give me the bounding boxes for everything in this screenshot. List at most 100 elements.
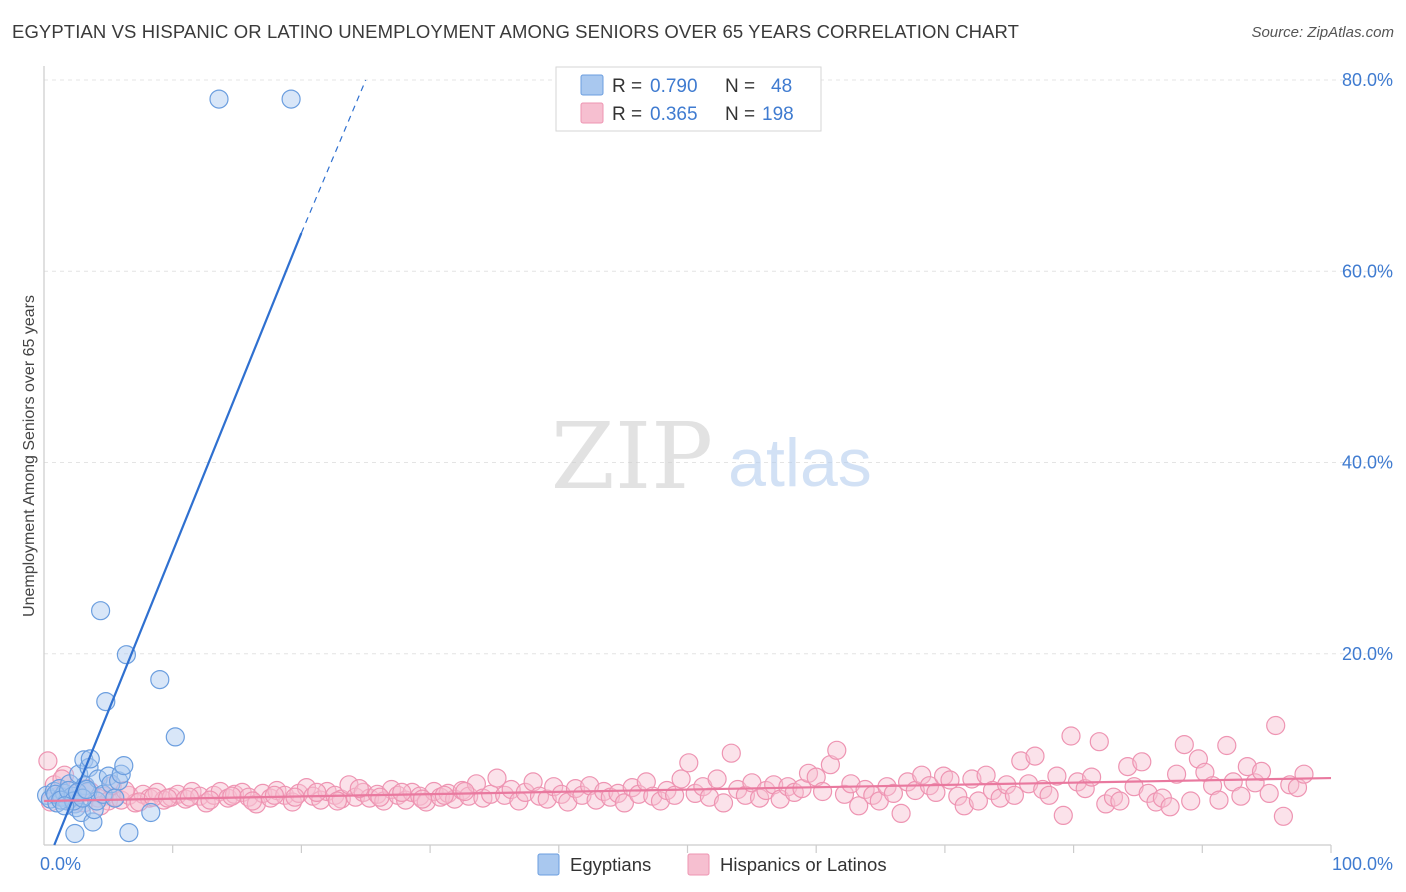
hispanic-point bbox=[412, 789, 432, 809]
legend-n-value-1: 48 bbox=[771, 76, 792, 97]
hispanic-point bbox=[827, 740, 847, 760]
hispanic-point bbox=[735, 785, 756, 805]
hispanic-point bbox=[1209, 790, 1229, 810]
hispanic-point bbox=[370, 787, 390, 807]
egyptians-trend-extension bbox=[300, 79, 367, 234]
hispanic-point bbox=[143, 787, 163, 807]
hispanic-point bbox=[1251, 761, 1272, 782]
hispanic-point bbox=[455, 781, 475, 802]
axes: 20.0% 40.0% 60.0% 80.0% 0.0% 100.0% bbox=[40, 66, 1393, 874]
hispanic-point bbox=[1280, 775, 1300, 795]
egyptian-point bbox=[209, 89, 229, 109]
egyptian-point bbox=[90, 601, 111, 621]
x-tick-label: 0.0% bbox=[40, 854, 81, 874]
hispanic-point bbox=[820, 755, 841, 775]
trend-lines bbox=[43, 79, 1332, 846]
egyptian-point bbox=[114, 755, 134, 776]
hispanic-point bbox=[501, 779, 521, 800]
hispanic-point bbox=[849, 796, 869, 816]
series-legend: Egyptians Hispanics or Latinos bbox=[537, 853, 887, 876]
hispanic-point bbox=[926, 782, 946, 803]
y-tick-label: 80.0% bbox=[1342, 70, 1393, 90]
hispanic-point bbox=[608, 783, 628, 804]
data-points bbox=[36, 89, 1314, 844]
hispanic-point bbox=[954, 796, 974, 816]
watermark: ZIP atlas bbox=[551, 403, 872, 510]
egyptian-point bbox=[119, 822, 139, 843]
hispanic-point bbox=[912, 765, 932, 785]
hispanic-point bbox=[948, 786, 968, 806]
hispanic-point bbox=[883, 783, 904, 804]
hispanic-point bbox=[764, 775, 784, 795]
legend-n-label-2: N = bbox=[725, 104, 755, 125]
hispanic-point bbox=[679, 753, 699, 773]
hispanic-point bbox=[1089, 732, 1109, 752]
legend-n-label-1: N = bbox=[725, 76, 755, 97]
hispanic-point bbox=[1118, 756, 1138, 777]
legend-swatch-hispanics bbox=[580, 102, 604, 124]
hispanic-point bbox=[1096, 794, 1116, 814]
stats-legend: R = 0.790 N = 48 R = 0.365 N = 198 bbox=[555, 66, 822, 132]
egyptian-point bbox=[105, 788, 125, 808]
hispanic-point bbox=[982, 780, 1003, 801]
hispanic-point bbox=[200, 790, 220, 810]
hispanic-point bbox=[707, 769, 727, 789]
hispanic-point bbox=[1132, 752, 1152, 772]
hispanic-point bbox=[537, 789, 557, 809]
chart-title: EGYPTIAN VS HISPANIC OR LATINO UNEMPLOYM… bbox=[12, 21, 1020, 42]
hispanic-point bbox=[1075, 778, 1095, 799]
hispanic-point bbox=[806, 767, 826, 787]
hispanic-point bbox=[721, 743, 741, 763]
hispanic-point bbox=[812, 781, 833, 802]
hispanic-point bbox=[1217, 735, 1237, 756]
legend-r-label-2: R = bbox=[612, 104, 642, 125]
watermark-zip: ZIP bbox=[551, 403, 713, 510]
hispanic-point bbox=[38, 751, 58, 771]
hispanic-point bbox=[940, 770, 960, 790]
hispanic-point bbox=[487, 768, 507, 788]
hispanic-point bbox=[1025, 746, 1045, 766]
hispanic-point bbox=[523, 772, 543, 792]
y-axis-label: Unemployment Among Seniors over 65 years bbox=[21, 295, 38, 617]
hispanic-point bbox=[1273, 806, 1294, 826]
hispanic-point bbox=[713, 793, 734, 813]
hispanic-point bbox=[1181, 791, 1201, 811]
hispanic-point bbox=[1004, 785, 1025, 805]
hispanic-point bbox=[1266, 715, 1286, 736]
y-tick-label: 40.0% bbox=[1342, 453, 1393, 473]
hispanic-point bbox=[1166, 764, 1187, 784]
egyptian-point bbox=[281, 89, 301, 109]
watermark-atlas: atlas bbox=[728, 425, 872, 501]
hispanic-point bbox=[307, 782, 327, 803]
hispanic-point bbox=[551, 784, 572, 804]
hispanic-point bbox=[1160, 797, 1180, 817]
hispanic-point bbox=[1259, 783, 1279, 804]
y-tick-label: 20.0% bbox=[1342, 644, 1393, 664]
hispanic-point bbox=[968, 791, 989, 811]
hispanic-point bbox=[671, 769, 691, 789]
hispanic-point bbox=[891, 803, 911, 824]
egyptians-trend-line bbox=[53, 232, 303, 846]
hispanic-point bbox=[1174, 734, 1194, 755]
hispanic-point bbox=[1053, 805, 1073, 826]
series-legend-swatch-hispanics bbox=[687, 853, 710, 876]
legend-r-label-1: R = bbox=[612, 76, 642, 97]
hispanic-point bbox=[650, 791, 671, 811]
hispanic-point bbox=[1231, 786, 1251, 806]
egyptian-point bbox=[150, 669, 170, 690]
hispanic-point bbox=[855, 779, 875, 800]
legend-r-value-2: 0.365 bbox=[650, 104, 698, 125]
hispanic-point bbox=[1039, 785, 1059, 805]
hispanic-point bbox=[222, 786, 242, 806]
legend-r-value-1: 0.790 bbox=[650, 76, 698, 97]
hispanic-point bbox=[841, 774, 861, 794]
hispanics-trend-line bbox=[43, 776, 1332, 803]
hispanic-point bbox=[1237, 756, 1257, 777]
hispanic-point bbox=[349, 778, 369, 799]
hispanic-point bbox=[1061, 726, 1081, 746]
source-label: Source: ZipAtlas.com bbox=[1251, 24, 1394, 41]
hispanic-point bbox=[1011, 751, 1031, 771]
egyptian-point bbox=[141, 802, 161, 823]
series-legend-swatch-egyptians bbox=[537, 853, 560, 876]
